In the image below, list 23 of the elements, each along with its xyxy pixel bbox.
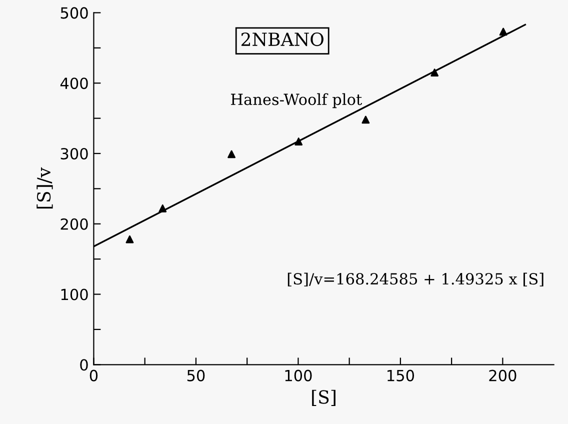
- annotation: Hanes-Woolf plot: [231, 93, 362, 108]
- point: [362, 116, 370, 124]
- y-axis-title: [S]/v: [36, 167, 53, 208]
- point: [294, 138, 303, 146]
- x-tick-label: 50: [187, 370, 205, 382]
- x-tick-label: 100: [285, 370, 312, 382]
- y-tick-label: 0: [80, 359, 88, 371]
- y-tick-label: 200: [60, 218, 88, 230]
- point: [499, 28, 508, 36]
- y-tick-label: 400: [60, 78, 88, 90]
- point: [228, 150, 236, 158]
- x-axis-title: [S]: [312, 390, 336, 406]
- x-tick-label: 200: [489, 370, 516, 382]
- point: [158, 204, 167, 212]
- y-tick-label: 500: [60, 7, 88, 19]
- point: [126, 235, 134, 244]
- x-tick-label: 0: [90, 370, 98, 382]
- annotation: 2NBANO: [241, 32, 324, 46]
- point: [430, 68, 439, 76]
- annotation: [S]/v=168.24585 + 1.49325 x [S]: [288, 272, 544, 286]
- y-tick-label: 100: [61, 288, 88, 300]
- x-tick-label: 150: [388, 370, 414, 382]
- y-tick-label: 300: [60, 148, 88, 160]
